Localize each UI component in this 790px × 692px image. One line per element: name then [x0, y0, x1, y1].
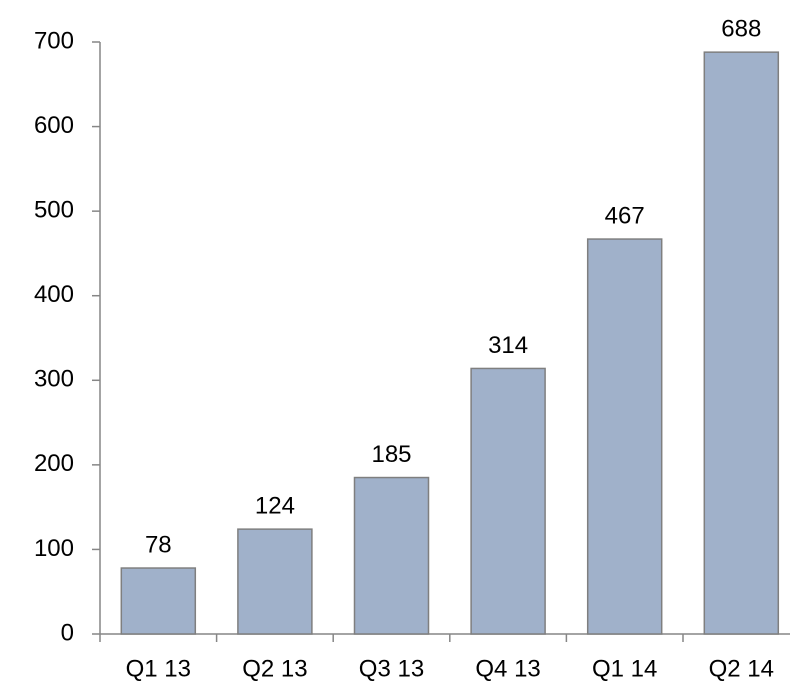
y-tick-label: 500 [34, 196, 74, 223]
bar [120, 567, 197, 635]
data-label: 314 [488, 332, 528, 359]
y-tick-label: 200 [34, 450, 74, 477]
bar [703, 51, 780, 635]
x-tick-label: Q2 14 [709, 655, 774, 682]
x-tick-label: Q3 13 [359, 655, 424, 682]
y-tick-label: 0 [61, 619, 74, 646]
x-tick-label: Q1 14 [592, 655, 657, 682]
x-tick-label: Q1 13 [126, 655, 191, 682]
y-tick-label: 600 [34, 112, 74, 139]
data-label: 78 [145, 531, 172, 558]
bar [353, 476, 430, 635]
x-tick-label: Q4 13 [475, 655, 540, 682]
y-tick-label: 700 [34, 27, 74, 54]
data-label: 185 [371, 441, 411, 468]
bar [586, 238, 663, 635]
data-label: 688 [721, 15, 761, 42]
y-tick-label: 400 [34, 281, 74, 308]
bar [237, 528, 313, 635]
y-tick-label: 100 [34, 535, 74, 562]
data-label: 124 [255, 492, 295, 519]
x-tick-label: Q2 13 [242, 655, 307, 682]
data-label: 467 [605, 202, 645, 229]
y-tick-label: 300 [34, 366, 74, 393]
bar [470, 367, 546, 635]
